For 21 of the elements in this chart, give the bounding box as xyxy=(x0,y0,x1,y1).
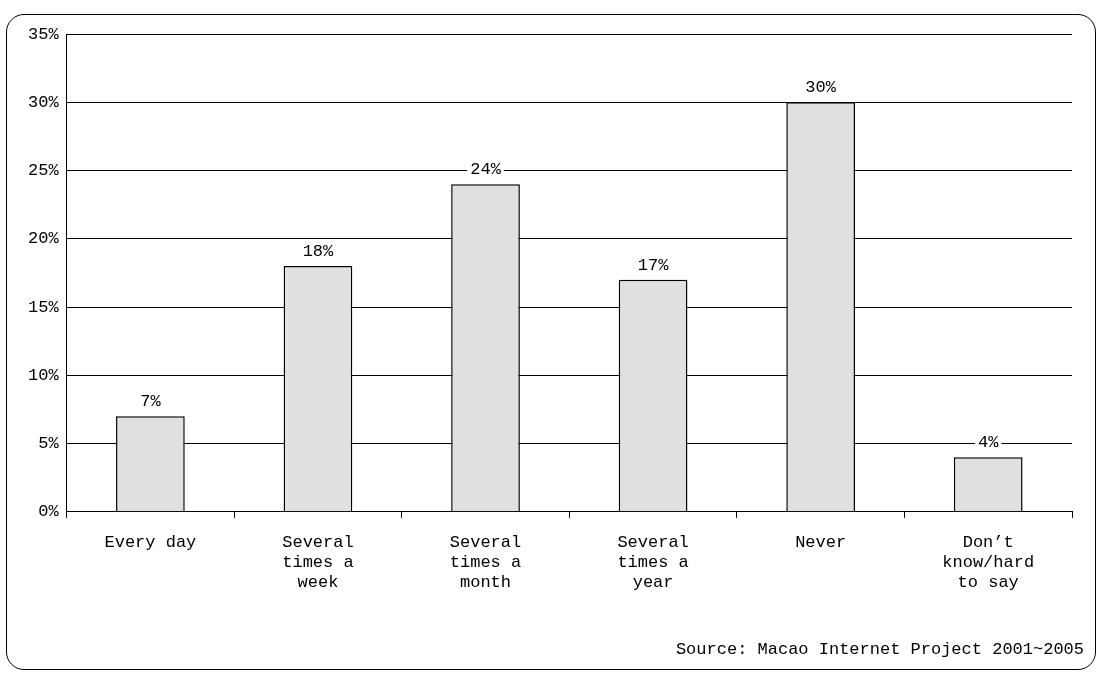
y-tick-label: 30% xyxy=(28,92,60,112)
data-label: 24% xyxy=(470,160,502,180)
data-label: 7% xyxy=(140,392,162,412)
x-tick-label: Every day xyxy=(104,532,197,552)
x-tick-label: Several times a year xyxy=(617,532,689,593)
x-tick-label: Several times a month xyxy=(449,532,522,593)
x-tick-label: Don’t know/hard to say xyxy=(942,532,1035,593)
data-label: 30% xyxy=(805,78,837,98)
y-tick-label: 5% xyxy=(38,434,60,454)
y-tick-label: 15% xyxy=(28,297,60,317)
y-tick-label: 20% xyxy=(28,229,60,249)
data-label: 17% xyxy=(637,255,670,275)
source-note: Source: Macao Internet Project 2001~2005 xyxy=(675,640,1084,659)
x-tick-label: Several times a week xyxy=(282,532,354,593)
y-tick-label: 25% xyxy=(28,161,60,181)
y-tick-label: 10% xyxy=(28,365,60,385)
y-tick-label: 0% xyxy=(38,502,60,522)
data-label: 4% xyxy=(978,433,1000,453)
x-tick-label: Never xyxy=(795,532,847,552)
y-tick-label: 35% xyxy=(28,24,60,44)
data-label: 18% xyxy=(302,242,335,262)
